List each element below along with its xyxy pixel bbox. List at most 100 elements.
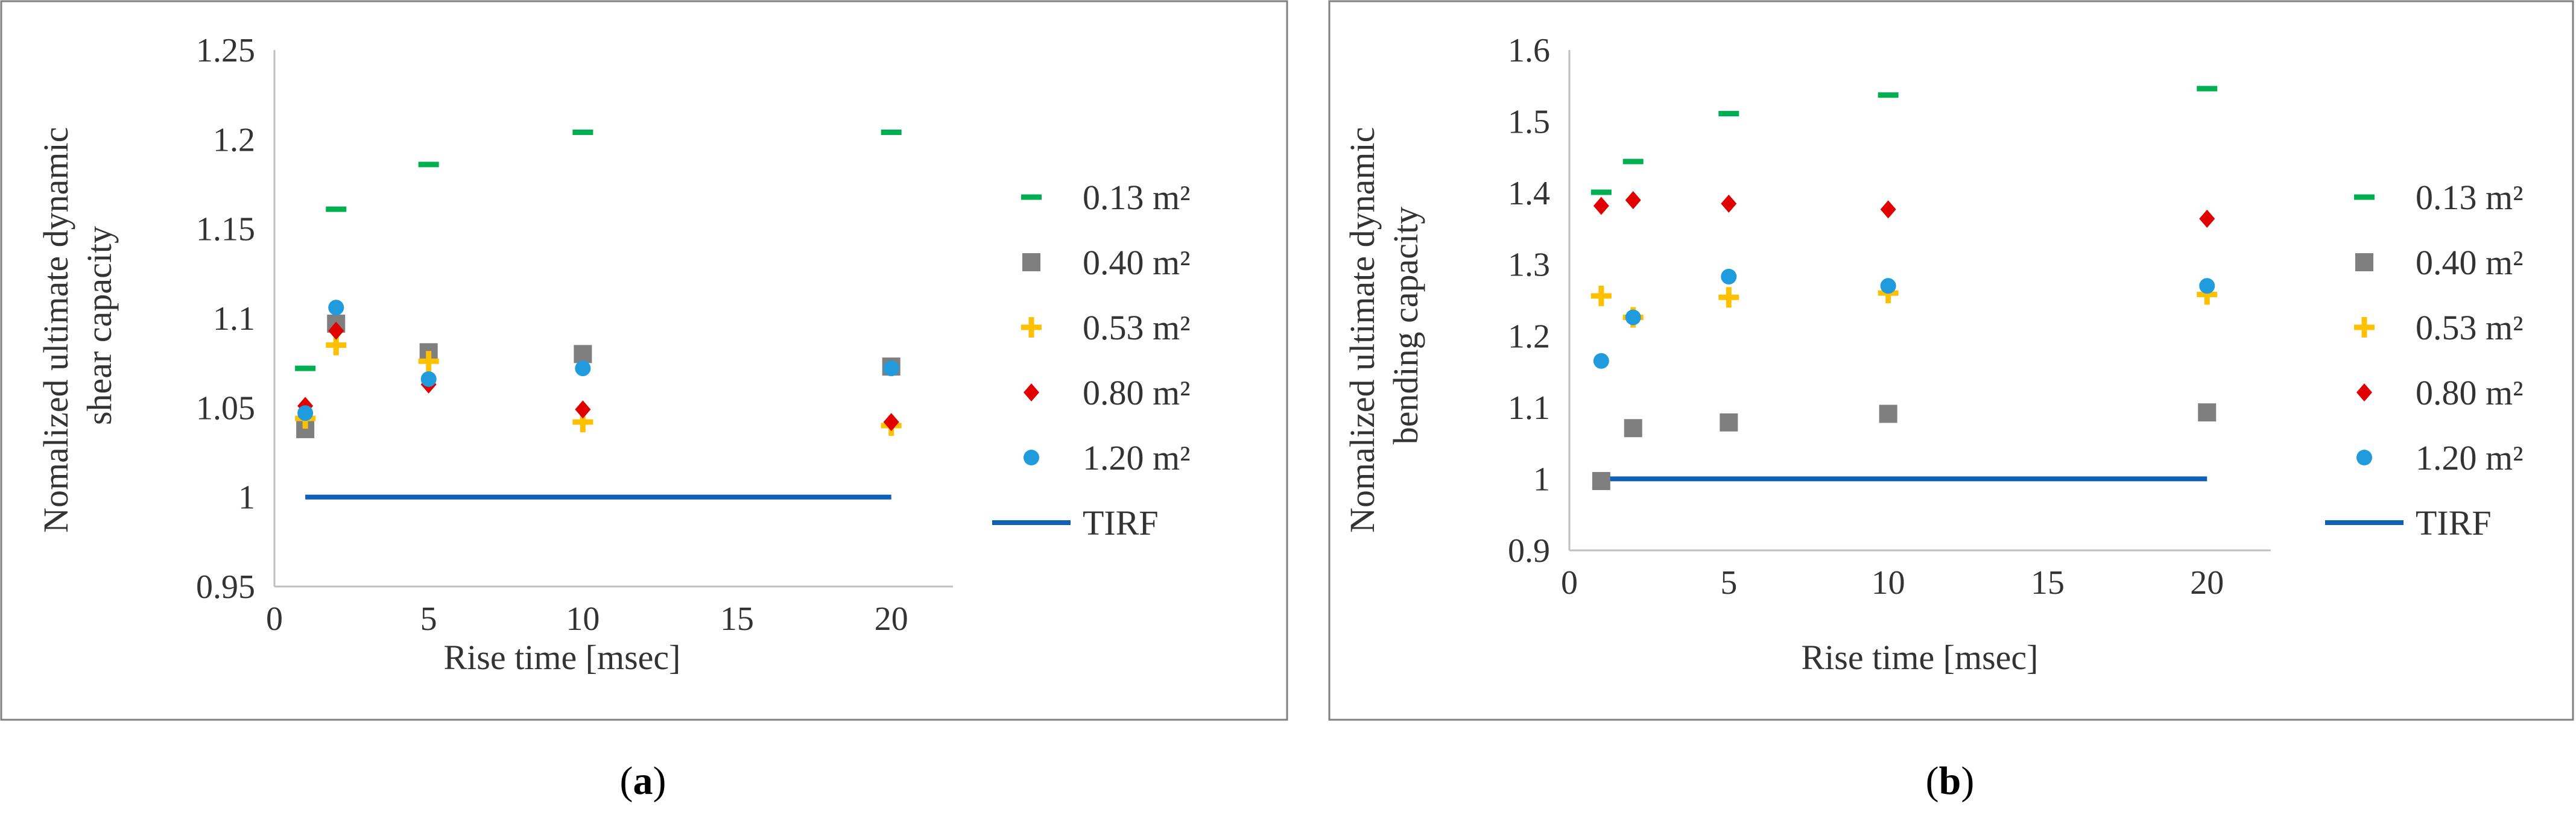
panel-b-point-s080 <box>1625 191 1641 209</box>
panel-b-point-s080 <box>2199 209 2215 228</box>
panel-b-point-s013 <box>1622 159 1644 165</box>
caption-b-letter: b <box>1939 759 1961 803</box>
caption-a-letter: a <box>633 759 653 803</box>
panel-b-point-s040 <box>1624 419 1642 438</box>
panel-a-series-s120 <box>297 300 899 421</box>
panel-a-point-s013 <box>418 162 439 168</box>
panel-a-x-tick-label: 5 <box>420 600 437 638</box>
panel-a-legend-swatch-s120 <box>1024 450 1039 465</box>
panel-b-point-s080 <box>1721 194 1737 213</box>
panel-b-point-s120 <box>1721 268 1737 285</box>
panel-a-legend: 0.13 m² 0.40 m² 0.53 m² 0.80 m² 1.20 m² TIRF <box>992 178 1191 543</box>
panel-b-y-tick-label: 1.1 <box>1508 389 1550 427</box>
panel-b-point-s120 <box>2199 278 2215 294</box>
panel-b-point-s120 <box>1880 278 1896 294</box>
panel-b-y-tick-label: 1.5 <box>1508 104 1550 141</box>
panel-b-y-tick-label: 1 <box>1533 461 1550 498</box>
panel-a-legend-label-s120: 1.20 m² <box>1083 438 1191 477</box>
panel-a-y-tick-label: 1.1 <box>213 300 255 338</box>
panel-b-x-tick-label: 10 <box>1872 564 1905 602</box>
panel-a-y-axis-title-line2: shear capacity <box>80 226 119 425</box>
panel-b-legend-label-s120: 1.20 m² <box>2416 438 2524 477</box>
panel-a-y-tick-label: 1 <box>238 479 255 517</box>
panel-a-x-tick-label: 20 <box>875 600 908 638</box>
panel-a-y-tick-label: 0.95 <box>196 568 255 606</box>
panel-b-y-tick-label: 1.3 <box>1508 247 1550 284</box>
panel-b-series-s013 <box>1590 86 2218 195</box>
panel-b-y-axis-title-line2: bending capacity <box>1386 207 1425 445</box>
panel-a-point-s013 <box>881 129 902 135</box>
panel-a-legend-swatch-s080 <box>1024 383 1039 401</box>
panel-a-y-tick-label: 1.25 <box>196 32 255 69</box>
panel-b-point-s120 <box>1625 309 1641 326</box>
panel-b-point-s013 <box>1718 111 1739 117</box>
panel-b-point-s013 <box>2197 86 2218 92</box>
panel-a-point-s013 <box>295 365 316 371</box>
panel-b-point-s080 <box>1880 200 1896 219</box>
panel-b-y-tick-label: 1.4 <box>1508 175 1550 212</box>
panel-a-legend-label-s013: 0.13 m² <box>1083 178 1191 217</box>
panel-b-point-s120 <box>1593 353 1609 369</box>
panel-b-point-s040 <box>1879 404 1897 423</box>
panel-a-point-s080 <box>575 400 591 419</box>
panel-b-point-s040 <box>1720 413 1738 432</box>
panel-a-point-s053 <box>326 335 347 356</box>
panel-a-series-s013 <box>295 129 902 371</box>
panel-a-y-tick-label: 1.15 <box>196 211 255 248</box>
panel-a-y-tick-label: 1.05 <box>196 389 255 427</box>
panel-b-legend-swatch-s040 <box>2355 253 2373 271</box>
panel-a-legend-swatch-s013 <box>1021 194 1042 200</box>
caption-b: (b) <box>1926 759 1975 803</box>
panel-a-y-tick-label: 1.2 <box>213 121 255 159</box>
panel-b-legend-label-s053: 0.53 m² <box>2416 308 2524 347</box>
panel-b-frame <box>1328 0 2574 721</box>
panel-b-point-s053 <box>2197 284 2218 305</box>
panel-a-point-s080 <box>883 413 899 432</box>
caption-b-close: ) <box>1961 759 1974 803</box>
panel-b-legend-swatch-s080 <box>2356 383 2372 401</box>
panel-b-legend-swatch-s053 <box>2354 317 2375 338</box>
panel-a-frame <box>0 0 1288 721</box>
panel-a-legend-swatch-s040 <box>1022 253 1040 271</box>
panel-a-point-s013 <box>572 129 593 135</box>
panel-a-point-s120 <box>883 360 899 377</box>
panel-b-y-tick-label: 0.9 <box>1508 532 1550 570</box>
panel-a-point-s080 <box>328 321 344 340</box>
panel-b-y-tick-label: 1.6 <box>1508 32 1550 69</box>
panel-b-point-s040 <box>1592 471 1610 490</box>
panel-a-x-tick-label: 10 <box>566 600 600 638</box>
panel-b-point-s013 <box>1878 92 1899 98</box>
panel-b-x-tick-label: 0 <box>1561 564 1578 602</box>
panel-b-point-s013 <box>1590 189 1612 195</box>
panel-a-point-s053 <box>572 412 593 433</box>
panel-b-legend-swatch-s013 <box>2354 194 2375 200</box>
panel-b-x-tick-label: 15 <box>2031 564 2065 602</box>
panel-b-series-s040 <box>1592 403 2217 490</box>
caption-a-open: ( <box>620 759 633 803</box>
panel-b-point-s040 <box>2198 403 2217 422</box>
panel-b-legend-label-s040: 0.40 m² <box>2416 243 2524 282</box>
panel-b-x-tick-label: 5 <box>1720 564 1737 602</box>
panel-b-legend-label-tirf: TIRF <box>2416 503 2492 543</box>
panel-b-x-axis-title: Rise time [msec] <box>1801 638 2038 677</box>
panel-b-legend-swatch-s120 <box>2356 450 2372 465</box>
panel-a-point-s120 <box>420 371 437 387</box>
panel-a-legend-label-tirf: TIRF <box>1083 503 1159 543</box>
chart-panel-a: Nomalized ultimate dynamic shear capacit… <box>0 0 1288 721</box>
chart-panel-b: Nomalized ultimate dynamic bending capac… <box>1328 0 2574 721</box>
panel-b-point-s080 <box>1593 197 1609 215</box>
panel-a-point-s120 <box>575 360 591 377</box>
panel-b-legend-label-s080: 0.80 m² <box>2416 373 2524 412</box>
panel-a-y-axis-title: Nomalized ultimate dynamic shear capacit… <box>36 118 119 533</box>
panel-b-y-tick-label: 1.2 <box>1508 318 1550 355</box>
panel-a-legend-label-s053: 0.53 m² <box>1083 308 1191 347</box>
panel-b-point-s053 <box>1718 287 1739 308</box>
panel-b-series-s120 <box>1593 268 2215 369</box>
panel-a-x-tick-label: 15 <box>720 600 754 638</box>
panel-a-legend-label-s080: 0.80 m² <box>1083 373 1191 412</box>
panel-b-legend-label-s013: 0.13 m² <box>2416 178 2524 217</box>
panel-a-point-s053 <box>418 351 439 372</box>
panel-b-x-tick-label: 20 <box>2190 564 2224 602</box>
caption-b-open: ( <box>1926 759 1939 803</box>
panel-b-point-s053 <box>1590 285 1612 306</box>
